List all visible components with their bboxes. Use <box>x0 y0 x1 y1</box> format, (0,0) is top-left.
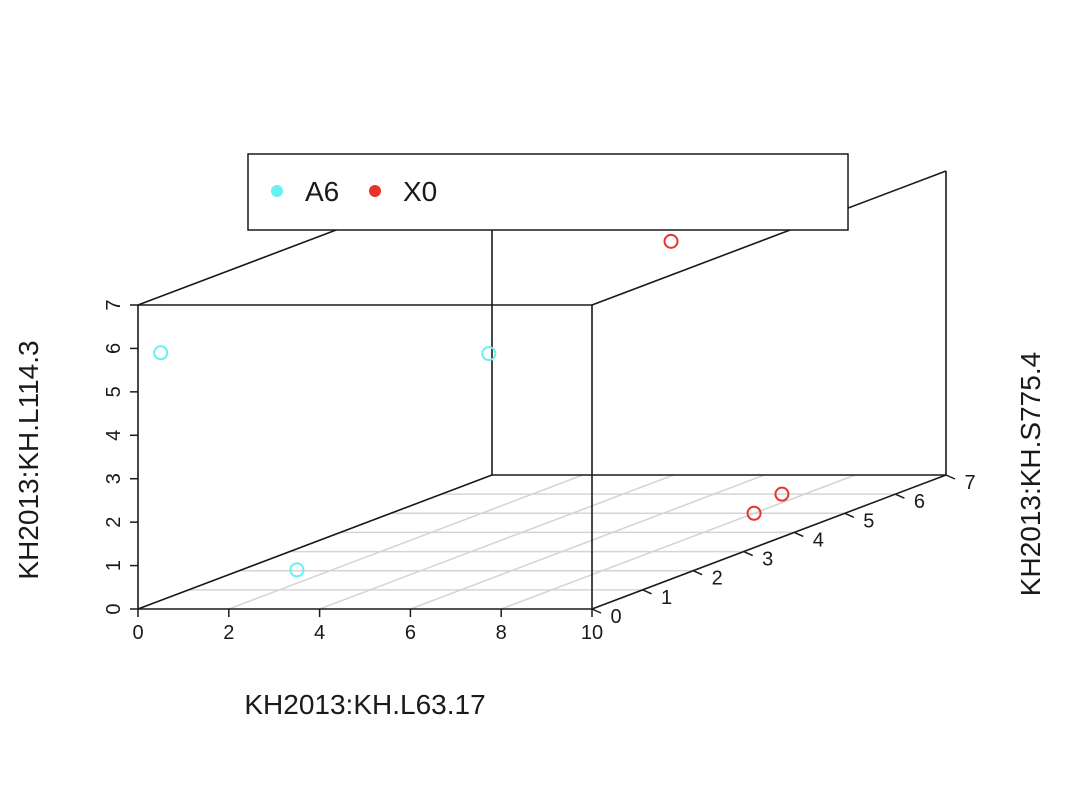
x-tick-label: 2 <box>223 622 234 644</box>
x-tick-label: 6 <box>405 622 416 644</box>
z-tick-label: 5 <box>103 386 125 397</box>
point-a6 <box>481 346 497 362</box>
x-tick-label: 10 <box>581 622 603 644</box>
y-tick <box>844 512 855 518</box>
y-tick-label: 0 <box>610 606 621 628</box>
floor-grid <box>188 474 896 610</box>
x-tick-label: 8 <box>496 622 507 644</box>
y-tick <box>591 608 602 614</box>
y-tick-label: 3 <box>762 549 773 571</box>
legend-label-x0: X0 <box>403 176 437 207</box>
y-tick-label: 7 <box>964 472 975 494</box>
grid-line-x <box>228 474 584 610</box>
box-edge <box>591 170 947 306</box>
point-x0 <box>774 486 790 502</box>
y-tick <box>692 570 703 576</box>
y-tick-label: 5 <box>863 510 874 532</box>
plot-box <box>137 170 947 610</box>
z-axis-title: KH2013:KH.L114.3 <box>13 340 44 579</box>
y-tick <box>743 550 754 557</box>
grid-line-x <box>410 474 765 610</box>
z-tick-label: 3 <box>103 473 125 484</box>
legend: A6 X0 <box>247 153 849 231</box>
z-tick-label: 0 <box>103 603 125 614</box>
y-tick-label: 2 <box>712 568 723 590</box>
x-axis-title: KH2013:KH.L63.17 <box>244 689 485 720</box>
y-tick <box>793 531 804 538</box>
box-edge <box>591 474 947 610</box>
z-tick-label: 6 <box>103 343 125 354</box>
point-a6 <box>289 562 305 578</box>
x-tick-label: 0 <box>132 622 143 644</box>
z-tick-label: 7 <box>103 299 125 310</box>
point-x0 <box>663 233 679 249</box>
y-tick <box>895 493 905 499</box>
z-tick-label: 2 <box>103 517 125 528</box>
y-axis-title: KH2013:KH.S775.4 <box>1015 352 1046 596</box>
y-tick-label: 1 <box>661 587 672 609</box>
y-tick-label: 6 <box>914 491 925 513</box>
legend-label-a6: A6 <box>305 176 339 207</box>
box-edge <box>137 474 493 610</box>
y-tick-label: 4 <box>813 529 824 551</box>
legend-swatch-a6 <box>271 185 283 197</box>
grid-line-x <box>319 474 674 610</box>
x-tick-label: 4 <box>314 622 325 644</box>
z-tick-label: 1 <box>103 560 125 571</box>
point-x0 <box>746 505 762 521</box>
point-a6 <box>153 345 169 361</box>
legend-box <box>247 153 849 231</box>
y-tick <box>642 589 652 595</box>
data-points <box>153 233 790 578</box>
z-tick-label: 4 <box>103 430 125 441</box>
grid-line-x <box>500 474 856 610</box>
legend-swatch-x0 <box>369 185 381 197</box>
y-tick <box>945 474 956 480</box>
axis-ticks: 0 2 4 6 8 10 0 1 2 3 4 5 6 7 0 1 2 3 4 5 6 7 <box>103 299 976 644</box>
